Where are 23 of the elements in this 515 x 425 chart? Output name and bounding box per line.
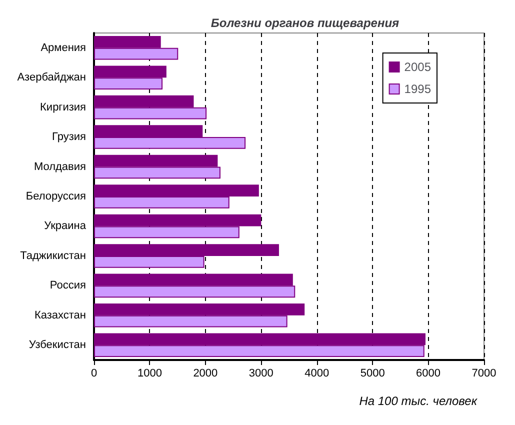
y-tick-label: Азербайджан: [17, 72, 86, 84]
y-tick-label: Грузия: [52, 131, 86, 144]
y-tick-label: Белоруссия: [26, 190, 86, 202]
x-tick-label: 3000: [248, 368, 274, 380]
x-tick-label: 1000: [137, 368, 162, 380]
x-tick-label: 4000: [304, 368, 330, 380]
chart-title: Болезни органов пищеварения: [210, 16, 400, 30]
y-tick-label: Казахстан: [34, 309, 86, 322]
y-tick-label: Молдавия: [34, 160, 86, 173]
y-tick-label: Украина: [44, 220, 87, 232]
y-tick-label: Россия: [50, 280, 86, 292]
x-tick-label: 6000: [416, 368, 441, 380]
x-tick-label: 5000: [360, 368, 385, 380]
x-tick-label: 7000: [472, 368, 496, 380]
legend-label: 1995: [404, 82, 432, 96]
legend-label: 2005: [404, 60, 432, 74]
x-axis-title: На 100 тыс. человек: [359, 394, 478, 408]
x-tick-label: 2000: [193, 368, 218, 380]
y-tick-label: Армения: [40, 42, 86, 54]
y-tick-label: Киргизия: [40, 101, 86, 114]
y-tick-label: Узбекистан: [28, 339, 86, 352]
x-tick-label: 0: [90, 368, 98, 380]
y-tick-label: Таджикистан: [20, 250, 86, 262]
